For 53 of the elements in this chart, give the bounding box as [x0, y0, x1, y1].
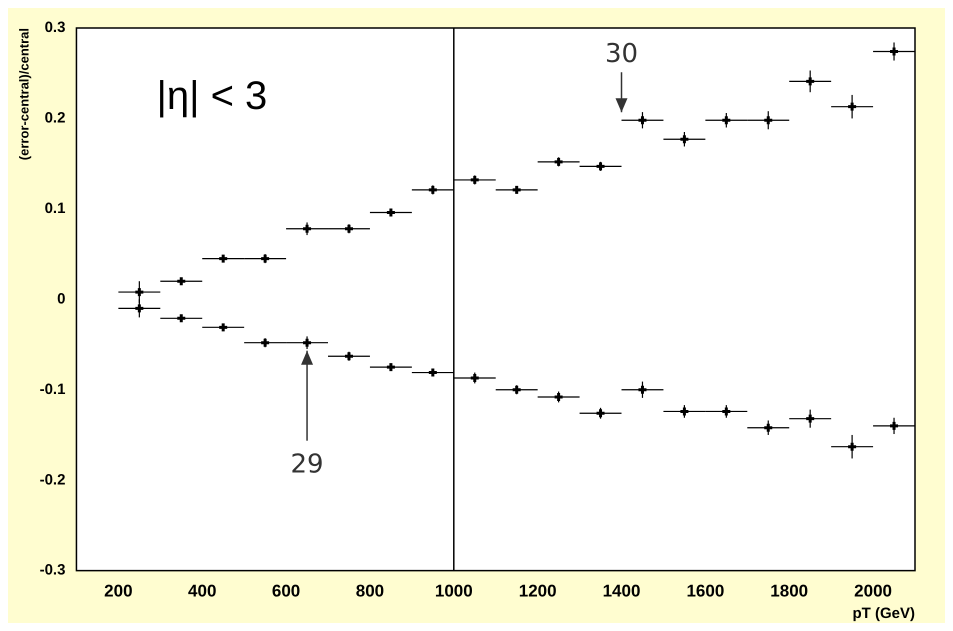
y-tick-label: -0.1: [40, 380, 66, 398]
point: [511, 184, 522, 196]
point: [176, 312, 187, 324]
x-axis-title: pT (GeV): [852, 605, 915, 622]
x-tick-label: 1000: [434, 581, 473, 600]
point: [595, 160, 606, 172]
point: [678, 134, 690, 145]
point: [260, 337, 271, 348]
x-tick-label: 1800: [770, 581, 808, 600]
point: [636, 114, 648, 126]
point: [469, 174, 480, 186]
point: [553, 156, 564, 168]
point: [218, 253, 229, 264]
point: [846, 101, 858, 112]
y-tick-label: 0.1: [44, 200, 66, 218]
y-tick-label: -0.3: [40, 562, 66, 579]
point: [134, 286, 145, 298]
point: [176, 276, 187, 287]
annotation: |η| < 3: [156, 74, 268, 118]
point: [385, 362, 396, 373]
point: [302, 337, 313, 348]
point: [636, 384, 648, 396]
point: [762, 422, 774, 434]
x-tick-label: 1200: [518, 581, 557, 600]
annotation: 30: [604, 38, 638, 69]
y-tick-label: -0.2: [40, 471, 66, 488]
x-tick-label: 1400: [602, 581, 640, 600]
point: [218, 322, 229, 333]
point: [427, 184, 438, 196]
point: [511, 384, 522, 396]
point: [302, 223, 313, 234]
point: [846, 441, 858, 452]
point: [720, 114, 732, 126]
y-tick-label: 0.3: [44, 19, 66, 36]
point: [134, 302, 145, 314]
x-tick-label: 400: [188, 581, 216, 600]
y-tick-label: 0.2: [44, 110, 66, 127]
x-tick-label: 2000: [854, 581, 892, 600]
x-tick-label: 200: [104, 581, 133, 600]
point: [595, 408, 606, 419]
point: [804, 413, 816, 424]
x-tick-label: 600: [272, 581, 300, 600]
x-tick-label: 800: [356, 581, 384, 600]
annotation: 29: [290, 449, 324, 480]
point: [762, 114, 774, 126]
point: [343, 350, 354, 362]
point: [343, 223, 354, 234]
y-tick-label: 0: [57, 290, 66, 308]
y-axis-title: (error-central)/central: [16, 28, 32, 160]
point: [888, 420, 900, 432]
point: [260, 253, 271, 264]
x-tick-label: 1600: [686, 581, 724, 600]
point: [804, 76, 816, 87]
